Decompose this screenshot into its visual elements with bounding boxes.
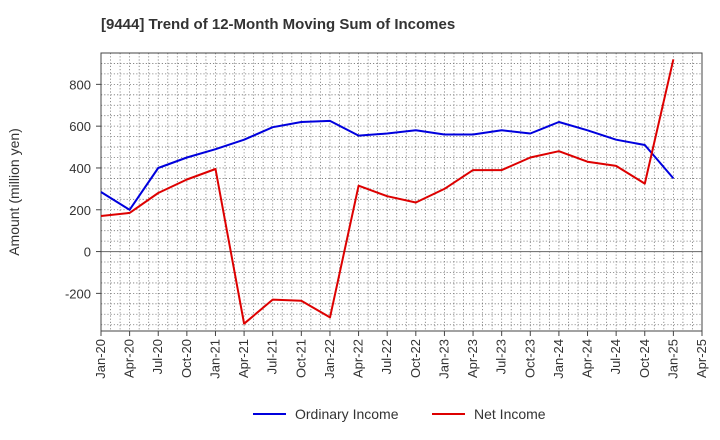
data-point — [414, 200, 418, 204]
x-tick-label: Oct-22 — [408, 339, 423, 378]
x-tick-label: Jul-23 — [494, 339, 509, 374]
x-tick-label: Apr-20 — [122, 339, 137, 378]
data-point — [614, 138, 618, 142]
data-point — [385, 194, 389, 198]
data-point — [271, 298, 275, 302]
y-tick-label: 600 — [69, 119, 91, 134]
series-line-net-income — [100, 59, 675, 325]
data-point — [128, 211, 132, 215]
x-tick-label: Jan-23 — [436, 339, 451, 379]
legend-net-income-label: Net Income — [474, 406, 546, 422]
data-point — [500, 128, 504, 132]
data-point — [242, 138, 246, 142]
data-point — [442, 133, 446, 137]
y-axis-label: Amount (million yen) — [6, 128, 22, 256]
data-point — [442, 187, 446, 191]
data-point — [213, 167, 217, 171]
x-tick-label: Jul-21 — [265, 339, 280, 374]
x-tick-label: Oct-24 — [637, 339, 652, 378]
data-point — [385, 131, 389, 135]
data-point — [185, 156, 189, 160]
plot-area — [101, 53, 702, 331]
data-point — [586, 128, 590, 132]
data-point — [528, 156, 532, 160]
data-point — [528, 131, 532, 135]
data-point — [213, 147, 217, 151]
y-tick-label: 400 — [69, 161, 91, 176]
x-tick-label: Jul-24 — [608, 339, 623, 374]
y-tick-label: 0 — [84, 245, 91, 260]
data-point — [643, 182, 647, 186]
data-point — [643, 143, 647, 147]
chart-title: [9444] Trend of 12-Month Moving Sum of I… — [101, 16, 456, 33]
y-tick-label: 200 — [69, 203, 91, 218]
x-tick-label: Oct-23 — [522, 339, 537, 378]
data-point — [242, 322, 246, 326]
x-tick-label: Jan-20 — [93, 339, 108, 379]
y-tick-label: 800 — [69, 77, 91, 92]
x-tick-label: Jul-20 — [150, 339, 165, 374]
x-tick-label: Jan-25 — [665, 339, 680, 379]
x-tick-label: Apr-23 — [465, 339, 480, 378]
data-point — [99, 190, 103, 194]
data-point — [185, 177, 189, 181]
data-point — [671, 176, 675, 180]
data-point — [156, 166, 160, 170]
x-tick-label: Jan-21 — [207, 339, 222, 379]
data-point — [328, 119, 332, 123]
data-point — [500, 168, 504, 172]
x-tick-label: Jul-22 — [379, 339, 394, 374]
data-point — [671, 57, 675, 61]
data-point — [557, 120, 561, 124]
data-point — [614, 164, 618, 168]
data-point — [357, 134, 361, 138]
x-tick-label: Apr-22 — [351, 339, 366, 378]
y-tick-label: -200 — [65, 286, 91, 301]
x-tick-label: Oct-21 — [293, 339, 308, 378]
x-tick-label: Apr-24 — [580, 339, 595, 378]
data-point — [156, 191, 160, 195]
data-point — [328, 315, 332, 319]
data-point — [357, 184, 361, 188]
series-line-ordinary-income — [100, 119, 675, 211]
data-point — [414, 128, 418, 132]
x-tick-label: Apr-21 — [236, 339, 251, 378]
data-point — [299, 299, 303, 303]
data-point — [271, 125, 275, 129]
data-point — [299, 120, 303, 124]
x-tick-label: Jan-24 — [551, 339, 566, 379]
data-point — [557, 149, 561, 153]
data-point — [586, 160, 590, 164]
x-tick-label: Apr-25 — [694, 339, 709, 378]
data-point — [99, 214, 103, 218]
data-point — [471, 168, 475, 172]
data-point — [471, 133, 475, 137]
x-tick-label: Jan-22 — [322, 339, 337, 379]
legend-ordinary-income-label: Ordinary Income — [295, 406, 399, 422]
x-tick-label: Oct-20 — [179, 339, 194, 378]
